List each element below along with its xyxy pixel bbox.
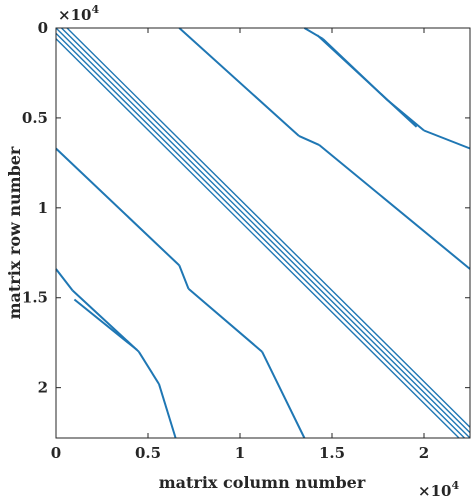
sparsity-segment-main-diagonal-3: [66, 27, 471, 428]
sparsity-segment-lower-2-4: [73, 298, 138, 351]
sparsity-segment-lower-1-1: [178, 265, 190, 290]
sparsity-segment-main-diagonal-2: [55, 32, 465, 439]
x-exponent-power: 4: [451, 479, 459, 492]
sparsity-segment-lower-1-3: [261, 351, 306, 439]
sparsity-segment-upper-2-3: [423, 129, 471, 150]
sparsity-segment-lower-1-2: [187, 287, 263, 353]
y-tick-label-2: 1: [38, 199, 48, 217]
x-tick-label-3: 1.5: [319, 444, 345, 462]
y-axis-label: matrix row number: [5, 146, 24, 319]
sparsity-segment-upper-1-2: [318, 144, 471, 270]
sparsity-segment-lower-2-2: [137, 351, 160, 385]
y-exponent-power: 4: [91, 3, 99, 16]
y-tick-label-0: 0: [38, 19, 48, 37]
sparsity-segment-main-diagonal-0: [55, 27, 471, 439]
x-exponent-base: ×10: [418, 482, 451, 499]
y-tick-label-3: 1.5: [22, 289, 48, 307]
x-axis-label: matrix column number: [159, 473, 366, 492]
tick-labels: 0 0.5 1 1.5 2 0 0.5 1 1.5 2: [22, 19, 429, 462]
axis-ticks: [55, 27, 470, 438]
sparsity-segment-upper-1-0: [178, 27, 300, 137]
y-tick-label-4: 2: [38, 379, 48, 397]
x-tick-label-0: 0: [51, 444, 61, 462]
sparsity-segment-main-diagonal-1: [61, 27, 471, 434]
sparsity-segment-main-diagonal-4: [55, 38, 460, 439]
sparsity-marks: [55, 27, 471, 439]
x-exponent-label: ×104: [418, 479, 459, 499]
x-tick-label-4: 2: [419, 444, 429, 462]
y-exponent-label: ×104: [58, 3, 99, 24]
plot-frame: [55, 27, 471, 439]
y-tick-label-1: 0.5: [22, 109, 48, 127]
x-tick-label-2: 1: [235, 444, 245, 462]
sparsity-segment-lower-2-0: [55, 268, 74, 292]
y-exponent-base: ×10: [58, 6, 91, 24]
sparsity-segment-lower-2-3: [158, 383, 177, 439]
sparsity-segment-upper-2-4: [316, 34, 418, 128]
x-tick-label-1: 0.5: [135, 444, 161, 462]
sparsity-segment-upper-1-1: [298, 134, 320, 146]
sparsity-segment-lower-1-0: [55, 147, 180, 267]
